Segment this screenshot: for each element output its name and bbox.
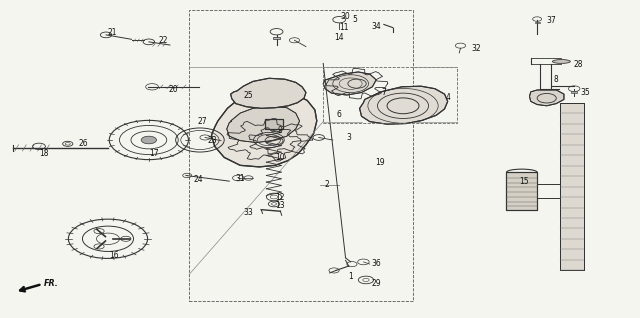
Bar (273, 37, 280, 39)
Bar (189, 10, 413, 301)
Text: 19: 19 (375, 158, 385, 167)
Text: 13: 13 (275, 201, 285, 211)
Text: 29: 29 (371, 279, 381, 287)
Text: 30: 30 (340, 12, 351, 21)
Text: 9: 9 (277, 126, 282, 135)
Text: 2: 2 (324, 180, 329, 189)
Text: 35: 35 (580, 88, 590, 97)
Bar (265, 120, 283, 129)
Text: 21: 21 (108, 28, 117, 37)
Text: 26: 26 (79, 139, 88, 148)
Text: FR.: FR. (44, 279, 59, 287)
Polygon shape (230, 78, 306, 108)
Bar (265, 120, 283, 129)
Text: 23: 23 (208, 135, 218, 144)
Text: 22: 22 (159, 36, 168, 45)
Bar (534, 22, 540, 24)
Text: 17: 17 (149, 149, 159, 158)
Text: 33: 33 (244, 208, 253, 217)
Polygon shape (227, 106, 300, 142)
Text: 10: 10 (275, 153, 285, 162)
Text: 32: 32 (472, 44, 481, 53)
Bar (506, 172, 537, 210)
Text: 4: 4 (445, 93, 450, 102)
Text: 1: 1 (348, 272, 353, 281)
Bar (571, 91, 577, 93)
Text: 7: 7 (381, 88, 387, 97)
Polygon shape (529, 90, 564, 106)
Ellipse shape (552, 59, 570, 63)
Text: 24: 24 (194, 175, 204, 184)
Text: 5: 5 (353, 15, 358, 24)
Text: 20: 20 (168, 85, 178, 94)
Text: 18: 18 (40, 149, 49, 158)
Polygon shape (211, 91, 317, 167)
Text: 25: 25 (244, 91, 253, 100)
Text: 27: 27 (197, 116, 207, 126)
Text: 15: 15 (520, 177, 529, 186)
Text: 6: 6 (337, 110, 342, 119)
Polygon shape (360, 86, 448, 124)
Bar (560, 103, 584, 270)
Text: 34: 34 (371, 22, 381, 31)
Text: 16: 16 (109, 251, 119, 260)
Bar (323, 67, 458, 123)
Circle shape (141, 136, 157, 144)
Text: 37: 37 (547, 16, 556, 25)
Text: 31: 31 (236, 174, 245, 183)
Text: 8: 8 (554, 75, 559, 84)
Bar (560, 103, 584, 270)
Text: 3: 3 (346, 133, 351, 142)
Text: 36: 36 (371, 259, 381, 268)
Bar (506, 172, 537, 210)
Text: 28: 28 (574, 59, 584, 68)
Text: 12: 12 (275, 193, 285, 202)
Polygon shape (323, 72, 376, 95)
Text: 14: 14 (334, 33, 344, 42)
Text: 11: 11 (339, 23, 349, 32)
